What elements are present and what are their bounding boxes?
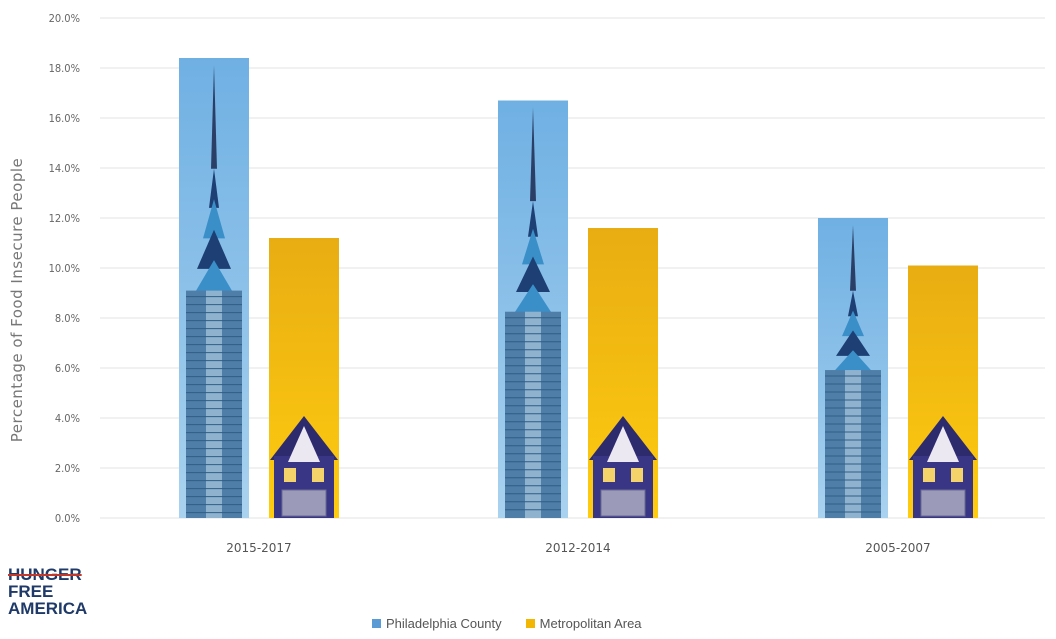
legend: Philadelphia County Metropolitan Area <box>372 616 666 631</box>
skyscraper-crown-step <box>522 228 544 265</box>
skyscraper-spire <box>850 225 856 291</box>
house-window <box>312 468 324 482</box>
x-category-label: 2005-2007 <box>865 541 930 555</box>
house-garage-door <box>281 489 327 517</box>
x-category-label: 2012-2014 <box>545 541 610 555</box>
skyscraper-crown-step <box>830 350 876 376</box>
house-window <box>631 468 643 482</box>
house-window <box>923 468 935 482</box>
legend-item-metro: Metropolitan Area <box>525 616 642 631</box>
legend-item-philadelphia: Philadelphia County <box>372 616 502 631</box>
skyscraper-crown-step <box>510 284 556 320</box>
house-gable <box>607 426 639 462</box>
skyscraper-spire <box>530 107 536 202</box>
y-tick-label: 2.0% <box>55 462 80 475</box>
gridlines <box>100 17 1045 519</box>
y-tick-label: 10.0% <box>49 262 80 275</box>
skyscraper-face <box>206 290 222 518</box>
y-axis-title: Percentage of Food Insecure People <box>8 158 26 443</box>
bar-group-philadelphia <box>498 100 568 518</box>
bars <box>179 58 978 518</box>
legend-swatch-philadelphia <box>372 619 381 628</box>
skyscraper-crown-step <box>209 168 219 208</box>
y-tick-label: 14.0% <box>49 162 80 175</box>
house-gable <box>927 426 959 462</box>
x-axis-labels: 2015-2017 2012-2014 2005-2007 <box>226 541 930 555</box>
skyscraper-crown-step <box>516 256 550 292</box>
house-garage-door <box>920 489 966 517</box>
skyscraper-crown-step <box>203 199 225 239</box>
skyscraper-face <box>525 311 541 518</box>
house-window <box>603 468 615 482</box>
skyscraper-crown-step <box>836 330 870 356</box>
y-tick-label: 16.0% <box>49 112 80 125</box>
house-gable <box>288 426 320 462</box>
skyscraper-face <box>845 370 861 518</box>
skyscraper-crown-step <box>842 310 864 337</box>
y-tick-label: 12.0% <box>49 212 80 225</box>
skyscraper-crown-step <box>197 229 231 269</box>
bar-group-metro <box>588 228 658 518</box>
skyscraper-crown-step <box>848 290 858 317</box>
legend-label-philadelphia: Philadelphia County <box>386 616 502 631</box>
house-window <box>284 468 296 482</box>
y-tick-label: 4.0% <box>55 412 80 425</box>
bar-group-philadelphia <box>179 58 249 518</box>
house-garage-door <box>600 489 646 517</box>
skyscraper-crown-step <box>528 201 538 237</box>
skyscraper-crown-step <box>191 260 237 300</box>
skyscraper-spire <box>211 65 217 169</box>
y-tick-label: 0.0% <box>55 512 80 525</box>
y-tick-label: 20.0% <box>49 12 80 25</box>
house-window <box>951 468 963 482</box>
logo-line-2: FREE <box>8 582 54 601</box>
y-tick-label: 18.0% <box>49 62 80 75</box>
logo-line-3: AMERICA <box>8 599 88 618</box>
bar-group-metro <box>908 265 978 518</box>
hunger-free-america-logo: HUNGER FREE AMERICA <box>8 566 87 617</box>
legend-swatch-metro <box>525 619 535 628</box>
y-tick-label: 8.0% <box>55 312 80 325</box>
y-tick-label: 6.0% <box>55 362 80 375</box>
bar-group-metro <box>269 238 339 518</box>
logo-line-1: HUNGER <box>8 565 82 584</box>
legend-label-metro: Metropolitan Area <box>539 616 642 631</box>
x-category-label: 2015-2017 <box>226 541 291 555</box>
bar-group-philadelphia <box>818 218 888 518</box>
y-axis-ticks: 0.0% 2.0% 4.0% 6.0% 8.0% 10.0% 12.0% 14.0% 16.0%… <box>49 12 80 525</box>
